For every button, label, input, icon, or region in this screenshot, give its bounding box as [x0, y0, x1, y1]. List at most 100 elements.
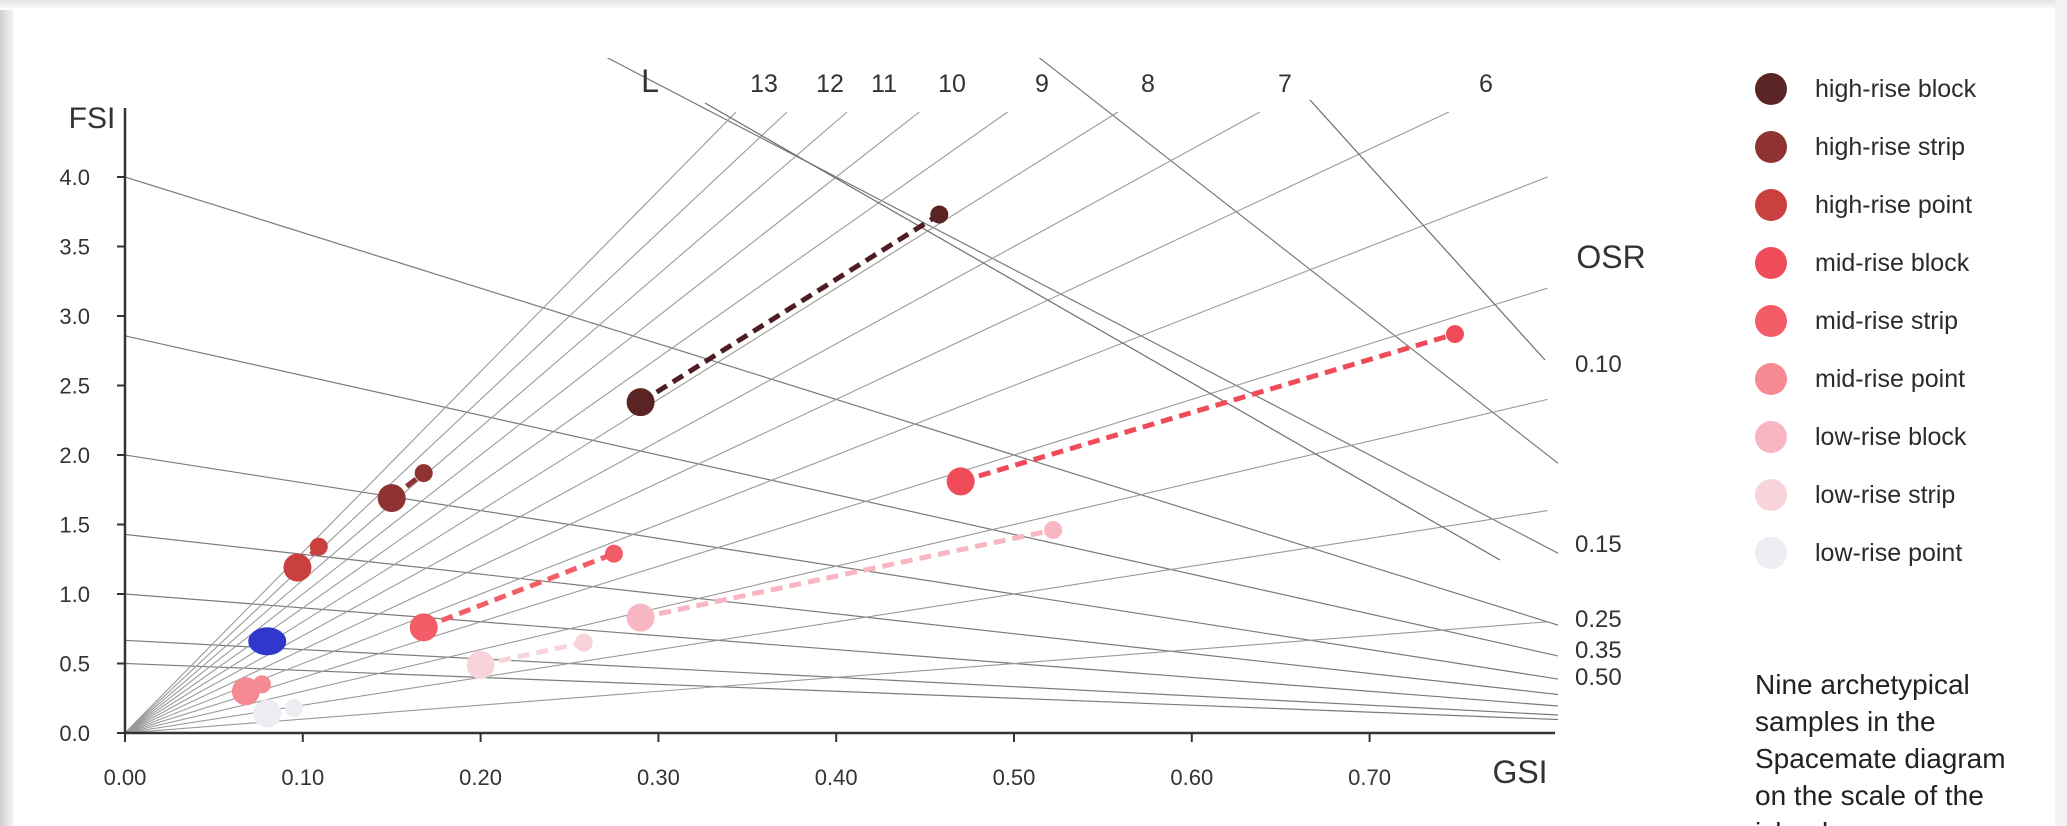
x-tick-label-2: 0.20	[459, 765, 502, 790]
data-point-3-0	[946, 467, 975, 496]
legend-swatch	[1755, 189, 1787, 221]
legend-item: low-rise point	[1755, 524, 2045, 582]
legend-label: high-rise block	[1815, 74, 1977, 103]
osr-line-7	[124, 639, 1558, 716]
legend-item: low-rise strip	[1755, 466, 2045, 524]
series-connector-7	[480, 640, 585, 668]
l-line-0	[124, 111, 737, 733]
legend-label: low-rise block	[1815, 422, 1967, 451]
y-axis-label: FSI	[69, 102, 116, 135]
x-tick-label-0: 0.00	[104, 765, 147, 790]
l-tick-label-6: 7	[1278, 70, 1292, 98]
legend-swatch	[1755, 131, 1787, 163]
data-point-4-1	[604, 544, 623, 563]
x-tick-label-5: 0.50	[993, 765, 1036, 790]
y-tick-label-3: 1.5	[59, 513, 90, 538]
data-point-1-0	[377, 484, 406, 513]
data-point-7-1	[574, 633, 593, 652]
data-point-5-0	[231, 677, 260, 706]
data-point-0-1	[930, 205, 949, 224]
l-axis-label: L	[641, 63, 659, 99]
data-point-0-0	[626, 388, 655, 417]
osr-line-1	[606, 58, 1558, 554]
l-tick-label-3: 10	[938, 70, 966, 98]
data-point-8-1	[284, 698, 303, 717]
series-connector-3	[959, 331, 1456, 484]
y-tick-label-7: 3.5	[59, 235, 90, 260]
l-lines	[124, 99, 1548, 733]
l-line-12	[124, 621, 1548, 733]
legend-label: mid-rise block	[1815, 248, 1970, 277]
osr-line-8	[124, 662, 1558, 721]
legend-item: mid-rise block	[1755, 234, 2045, 292]
osr-tick-label-3: 0.35	[1575, 637, 1622, 664]
l-line-9	[124, 287, 1548, 733]
legend-swatch	[1755, 247, 1787, 279]
legend-label: high-rise point	[1815, 190, 1973, 219]
l-line-11	[124, 510, 1548, 733]
highlight-point	[248, 627, 287, 656]
legend-item: high-rise block	[1755, 60, 2045, 118]
osr-axis-label: OSR	[1576, 239, 1645, 275]
caption: Nine archetypical samples in the Spacema…	[1755, 669, 2006, 826]
legend-item: mid-rise point	[1755, 350, 2045, 408]
l-line-1	[124, 111, 788, 733]
legend-item: high-rise strip	[1755, 118, 2045, 176]
data-point-1-1	[414, 464, 433, 483]
l-line-6	[124, 111, 1261, 733]
osr-tick-label-4: 0.50	[1575, 664, 1622, 691]
osr-line-3	[124, 335, 1558, 657]
legend-label: mid-rise strip	[1815, 306, 1959, 335]
legend-item: low-rise block	[1755, 408, 2045, 466]
scan-edge-top	[0, 0, 2067, 10]
y-tick-label-5: 2.5	[59, 374, 90, 399]
data-point-3-1	[1445, 325, 1464, 344]
data-point-2-0	[283, 553, 312, 582]
legend-label: high-rise strip	[1815, 132, 1966, 161]
scan-edge-left	[0, 0, 14, 826]
legend-swatch	[1755, 421, 1787, 453]
x-tick-label-7: 0.70	[1348, 765, 1391, 790]
axes	[117, 108, 1555, 742]
legend-swatch	[1755, 363, 1787, 395]
y-tick-label-0: 0.0	[59, 721, 90, 746]
legend-item: mid-rise strip	[1755, 292, 2045, 350]
x-tick-label-6: 0.60	[1170, 765, 1213, 790]
l-tick-label-0: 13	[750, 70, 778, 98]
osr-tick-label-0: 0.10	[1575, 351, 1622, 378]
y-tick-label-2: 1.0	[59, 582, 90, 607]
legend-swatch	[1755, 73, 1787, 105]
x-tick-label-4: 0.40	[815, 765, 858, 790]
l-tick-label-1: 12	[816, 70, 844, 98]
osr-line-5	[124, 533, 1558, 696]
y-tick-label-4: 2.0	[59, 443, 90, 468]
l-tick-label-5: 8	[1141, 70, 1155, 98]
x-tick-label-1: 0.10	[281, 765, 324, 790]
l-line-10	[124, 398, 1548, 733]
series-connector-6	[640, 527, 1054, 621]
x-axis-label: GSI	[1492, 754, 1547, 790]
legend-swatch	[1755, 537, 1787, 569]
data-points	[231, 205, 1464, 728]
data-point-2-1	[309, 537, 328, 556]
data-point-5-1	[252, 675, 271, 694]
l-tick-label-2: 11	[871, 70, 897, 98]
x-tick-label-3: 0.30	[637, 765, 680, 790]
osr-tick-label-2: 0.25	[1575, 606, 1622, 633]
osr-tick-label-1: 0.15	[1575, 531, 1622, 558]
l-tick-label-7: 6	[1479, 70, 1493, 98]
upper-guide-line	[704, 102, 1501, 561]
legend-label: mid-rise point	[1815, 364, 1966, 393]
osr-lines	[124, 58, 1558, 721]
data-point-6-1	[1044, 521, 1063, 540]
y-tick-label-8: 4.0	[59, 165, 90, 190]
legend-swatch	[1755, 479, 1787, 511]
legend: high-rise block high-rise strip high-rise …	[1755, 60, 2045, 582]
scan-edge-right	[2055, 0, 2067, 826]
l-tick-label-4: 9	[1035, 70, 1049, 98]
l-line-5	[124, 111, 1119, 733]
upper-guide-line-right	[1309, 99, 1546, 361]
data-point-6-0	[626, 603, 655, 632]
